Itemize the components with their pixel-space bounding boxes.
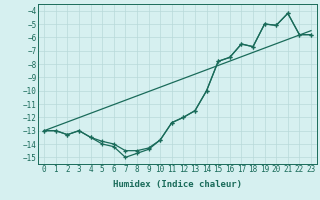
X-axis label: Humidex (Indice chaleur): Humidex (Indice chaleur) [113, 180, 242, 189]
